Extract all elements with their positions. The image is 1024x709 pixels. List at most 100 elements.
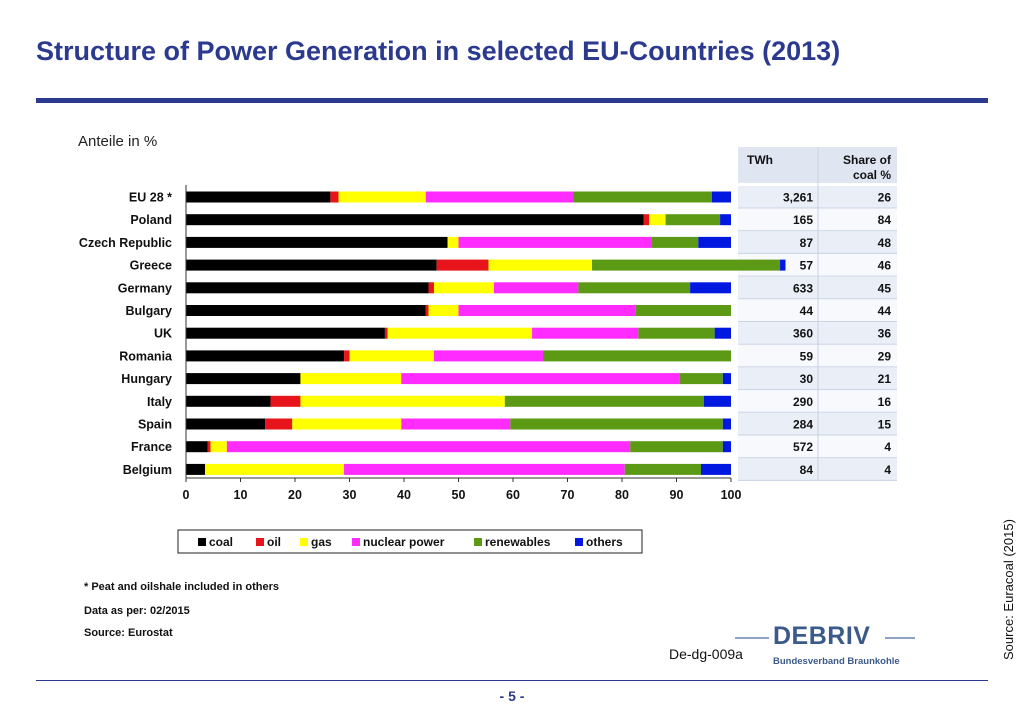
bar-eu-28-others: [711, 191, 731, 203]
bar-belgium-nuclear-power: [344, 463, 625, 475]
category-label-hungary: Hungary: [121, 372, 172, 386]
bar-eu-28-oil: [330, 191, 339, 203]
x-tick-label-10: 10: [234, 488, 248, 502]
page-title: Structure of Power Generation in selecte…: [36, 36, 841, 66]
bar-czech-republic-coal: [186, 236, 448, 248]
bar-france-oil: [207, 441, 211, 453]
category-label-bulgary: Bulgary: [125, 304, 172, 318]
debriv-logo: DEBRIV Bundesverband Braunkohle: [735, 620, 915, 670]
side-source-label: Source: Euracoal (2015): [1001, 519, 1016, 660]
category-label-germany: Germany: [118, 281, 172, 295]
bar-bulgary-gas: [428, 305, 459, 316]
bar-hungary-others: [722, 373, 731, 385]
x-tick-label-0: 0: [183, 488, 190, 502]
legend-label-nuclear-power: nuclear power: [363, 535, 445, 549]
x-tick-label-60: 60: [506, 488, 520, 502]
twh-value-bulgary: 44: [800, 304, 814, 318]
legend-swatch-gas: [300, 538, 308, 546]
coal-share-value-belgium: 4: [884, 463, 891, 477]
title-underline: [36, 98, 988, 103]
legend-swatch-nuclear-power: [352, 538, 360, 546]
legend-label-renewables: renewables: [485, 535, 551, 549]
bar-spain-renewables: [510, 418, 723, 430]
x-tick-label-50: 50: [452, 488, 466, 502]
category-label-france: France: [131, 440, 172, 454]
bar-hungary-gas: [300, 373, 402, 385]
bar-czech-republic-others: [698, 236, 731, 248]
bar-spain-others: [722, 418, 731, 430]
logo-subtitle: Bundesverband Braunkohle: [773, 656, 900, 667]
x-tick-label-20: 20: [288, 488, 302, 502]
twh-value-belgium: 84: [800, 463, 814, 477]
bar-italy-gas: [300, 395, 505, 407]
bar-greece-renewables: [592, 259, 781, 271]
twh-value-germany: 633: [793, 281, 813, 295]
bar-uk-renewables: [638, 327, 715, 339]
bar-france-gas: [210, 441, 227, 453]
bar-uk-nuclear-power: [532, 327, 639, 339]
footnote-data-date: Data as per: 02/2015: [84, 605, 190, 617]
legend-label-coal: coal: [209, 535, 233, 549]
twh-value-france: 572: [793, 440, 813, 454]
category-label-spain: Spain: [138, 418, 172, 432]
bar-france-renewables: [630, 441, 723, 453]
bar-greece-gas: [488, 259, 593, 271]
bar-uk-oil: [384, 327, 388, 339]
coal-share-value-france: 4: [884, 440, 891, 454]
legend-swatch-others: [575, 538, 583, 546]
table-header-twh: TWh: [747, 153, 773, 167]
bar-poland-others: [720, 214, 731, 226]
bar-germany-gas: [433, 282, 494, 294]
bar-uk-others: [714, 327, 731, 339]
coal-share-value-eu-28: 26: [878, 191, 892, 205]
bar-germany-oil: [428, 282, 434, 294]
x-tick-label-100: 100: [721, 488, 742, 502]
bar-eu-28-nuclear-power: [425, 191, 573, 203]
bar-eu-28-coal: [186, 191, 331, 203]
footnote-source: Source: Eurostat: [84, 627, 173, 639]
bar-romania-oil: [344, 350, 350, 362]
x-tick-label-70: 70: [561, 488, 575, 502]
bar-italy-others: [703, 395, 731, 407]
twh-value-eu-28: 3,261: [783, 191, 813, 205]
bar-belgium-gas: [205, 463, 345, 475]
bar-greece-oil: [436, 259, 489, 271]
twh-value-spain: 284: [793, 418, 813, 432]
bar-romania-coal: [186, 350, 345, 362]
bar-italy-coal: [186, 395, 271, 407]
bar-france-others: [722, 441, 731, 453]
unit-label: Anteile in %: [78, 133, 158, 150]
bar-romania-renewables: [542, 350, 731, 362]
bar-czech-republic-renewables: [651, 236, 699, 248]
category-label-czech-republic: Czech Republic: [79, 236, 172, 250]
coal-share-value-germany: 45: [878, 281, 892, 295]
footnote-peat: * Peat and oilshale included in others: [84, 581, 279, 593]
bar-belgium-coal: [186, 463, 206, 475]
bar-eu-28-renewables: [572, 191, 712, 203]
table-header-share: Share of: [843, 153, 892, 167]
bar-bulgary-nuclear-power: [458, 305, 636, 316]
x-tick-label-30: 30: [343, 488, 357, 502]
legend-box: [177, 529, 643, 554]
bar-eu-28-gas: [338, 191, 426, 203]
bar-bulgary-renewables: [635, 305, 731, 316]
coal-share-value-greece: 46: [878, 259, 892, 273]
document-code: De-dg-009a: [669, 646, 743, 662]
coal-share-value-uk: 36: [878, 327, 892, 341]
category-label-belgium: Belgium: [123, 463, 172, 477]
twh-value-uk: 360: [793, 327, 813, 341]
bar-greece-others: [780, 259, 786, 271]
logo-line-right: [885, 637, 915, 639]
legend-swatch-coal: [198, 538, 206, 546]
category-label-uk: UK: [154, 327, 172, 341]
coal-share-value-hungary: 21: [878, 372, 892, 386]
twh-value-italy: 290: [793, 395, 813, 409]
page-number: - 5 -: [499, 688, 525, 704]
footer-rule: [36, 680, 988, 681]
bar-italy-renewables: [504, 395, 704, 407]
bar-poland-renewables: [665, 214, 721, 226]
bar-bulgary-coal: [186, 305, 426, 316]
bar-france-nuclear-power: [226, 441, 631, 453]
bar-spain-gas: [292, 418, 402, 430]
